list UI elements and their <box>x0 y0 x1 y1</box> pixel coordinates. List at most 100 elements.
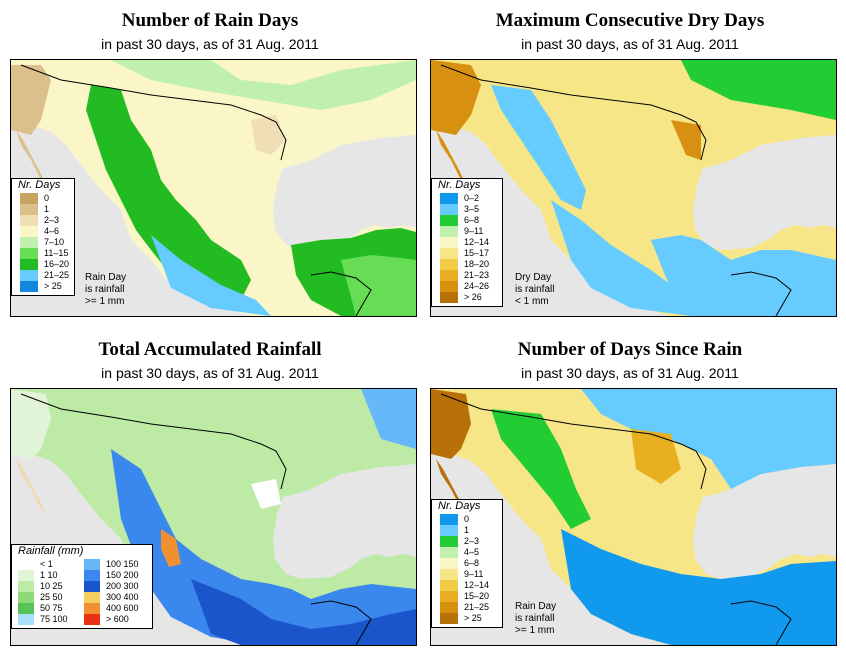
legend-label: 0 <box>38 193 49 204</box>
legend-label: 0–2 <box>458 193 479 204</box>
legend-item: 15–17 <box>432 248 502 259</box>
legend-item: 12–14 <box>432 237 502 248</box>
legend-title: Rainfall (mm) <box>12 545 152 559</box>
legend-swatch <box>440 292 458 303</box>
panel-subtitle: in past 30 days, as of 31 Aug. 2011 <box>420 365 840 381</box>
legend-label: 21–23 <box>458 270 489 281</box>
legend-item: 1 <box>12 204 74 215</box>
legend-label: 1 <box>458 525 469 536</box>
legend-label: > 25 <box>458 613 482 624</box>
legend-swatch <box>440 525 458 536</box>
legend-label: 100 150 <box>100 559 139 570</box>
legend-label: 50 75 <box>34 603 63 614</box>
legend-swatch <box>440 270 458 281</box>
legend-swatch <box>440 580 458 591</box>
legend-swatch <box>84 559 100 570</box>
legend-swatch <box>440 536 458 547</box>
legend-label: < 1 <box>34 559 53 570</box>
legend-label: 18–20 <box>458 259 489 270</box>
legend-label: 4–6 <box>38 226 59 237</box>
note-line: is rainfall <box>515 284 554 296</box>
legend-swatch <box>20 215 38 226</box>
legend-item: 0 <box>12 193 74 204</box>
legend-label: 200 300 <box>100 581 139 592</box>
panel-subtitle: in past 30 days, as of 31 Aug. 2011 <box>0 365 420 381</box>
dry-days-map: Nr. Days 0–2 3–5 6–8 9–11 12–14 15–17 18–20 21–… <box>430 59 837 317</box>
legend-swatch <box>440 248 458 259</box>
legend-swatch <box>18 614 34 625</box>
legend-item: 200 300 <box>78 581 144 592</box>
legend-swatch <box>440 226 458 237</box>
panel-rain-days: Number of Rain Days in past 30 days, as … <box>0 0 420 329</box>
legend-item: > 25 <box>432 613 502 624</box>
legend-swatch <box>20 270 38 281</box>
legend-swatch <box>440 547 458 558</box>
legend-item: 9–11 <box>432 569 502 580</box>
legend-item: 21–23 <box>432 270 502 281</box>
panel-title: Number of Rain Days <box>0 10 420 32</box>
legend-swatch <box>84 603 100 614</box>
legend-label: 12–14 <box>458 580 489 591</box>
legend-swatch <box>440 558 458 569</box>
legend-item: 16–20 <box>12 259 74 270</box>
legend-item: 11–15 <box>12 248 74 259</box>
legend-swatch <box>440 215 458 226</box>
since-rain-map: Nr. Days 0 1 2–3 4–5 6–8 9–11 12–14 15–20 21–25 >… <box>430 388 837 646</box>
legend-item: 21–25 <box>12 270 74 281</box>
legend-item: > 600 <box>78 614 144 625</box>
legend-swatch <box>20 204 38 215</box>
legend-swatch <box>20 226 38 237</box>
legend-item: 12–14 <box>432 580 502 591</box>
legend-label: 7–10 <box>38 237 64 248</box>
note-line: >= 1 mm <box>85 296 126 308</box>
legend-item: 50 75 <box>12 603 78 614</box>
legend-item: 0–2 <box>432 193 502 204</box>
legend-item: 4–5 <box>432 547 502 558</box>
legend-label: 1 <box>38 204 49 215</box>
legend-item: 75 100 <box>12 614 78 625</box>
legend-item: 0 <box>432 514 502 525</box>
legend-rows: < 1 100 150 1 10 150 200 10 25 200 300 25 50 30… <box>12 559 152 625</box>
legend-swatch <box>20 237 38 248</box>
legend-label: 10 25 <box>34 581 63 592</box>
legend-rows: 0–2 3–5 6–8 9–11 12–14 15–17 18–20 21–23 24–26 > … <box>432 193 502 303</box>
legend-swatch <box>18 559 34 570</box>
legend-label: 3–5 <box>458 204 479 215</box>
legend-swatch <box>84 614 100 625</box>
legend-title: Nr. Days <box>12 179 74 193</box>
legend-swatch <box>440 613 458 624</box>
note-line: >= 1 mm <box>515 625 556 637</box>
legend-label: 75 100 <box>34 614 68 625</box>
rain-day-note: Rain Day is rainfall >= 1 mm <box>85 272 126 308</box>
since-rain-legend: Nr. Days 0 1 2–3 4–5 6–8 9–11 12–14 15–20 21–25 >… <box>431 499 503 628</box>
legend-rows: 0 1 2–3 4–6 7–10 11–15 16–20 21–25 > 25 <box>12 193 74 292</box>
panel-rainfall: Total Accumulated Rainfall in past 30 da… <box>0 329 420 658</box>
legend-swatch <box>18 581 34 592</box>
legend-label: 6–8 <box>458 558 479 569</box>
note-line: is rainfall <box>515 613 556 625</box>
legend-title: Nr. Days <box>432 500 502 514</box>
legend-swatch <box>440 281 458 292</box>
legend-item: 100 150 <box>78 559 144 570</box>
legend-label: 2–3 <box>458 536 479 547</box>
legend-item: < 1 <box>12 559 78 570</box>
legend-swatch <box>84 570 100 581</box>
panel-subtitle: in past 30 days, as of 31 Aug. 2011 <box>420 36 840 52</box>
legend-label: 400 600 <box>100 603 139 614</box>
legend-swatch <box>84 592 100 603</box>
legend-item: 1 10 <box>12 570 78 581</box>
legend-swatch <box>440 591 458 602</box>
rainfall-map: Rainfall (mm) < 1 100 150 1 10 150 200 10 25… <box>10 388 417 646</box>
legend-label: 21–25 <box>458 602 489 613</box>
legend-swatch <box>18 592 34 603</box>
legend-item: 2–3 <box>432 536 502 547</box>
panel-dry-days: Maximum Consecutive Dry Days in past 30 … <box>420 0 840 329</box>
legend-item: 400 600 <box>78 603 144 614</box>
legend-item: 7–10 <box>12 237 74 248</box>
legend-label: > 600 <box>100 614 129 625</box>
legend-swatch <box>440 259 458 270</box>
rainfall-legend: Rainfall (mm) < 1 100 150 1 10 150 200 10 25… <box>11 544 153 629</box>
legend-swatch <box>440 514 458 525</box>
rain-days-legend: Nr. Days 0 1 2–3 4–6 7–10 11–15 16–20 21–25 > 25 <box>11 178 75 296</box>
legend-rows: 0 1 2–3 4–5 6–8 9–11 12–14 15–20 21–25 > 25 <box>432 514 502 624</box>
